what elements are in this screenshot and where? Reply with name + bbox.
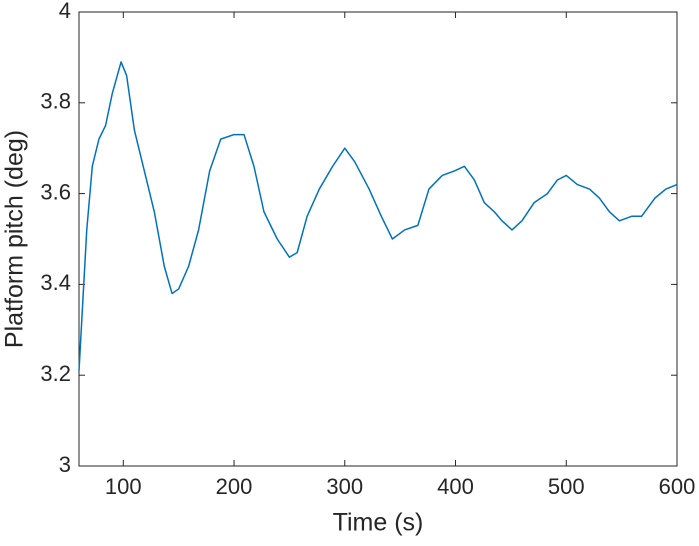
y-tick-label: 3.6 (40, 179, 71, 204)
y-tick-label: 3.8 (40, 89, 71, 114)
y-tick-label: 3 (59, 452, 71, 477)
y-tick-label: 3.4 (40, 270, 71, 295)
x-tick-label: 600 (659, 474, 696, 499)
x-axis-label: Time (s) (333, 509, 424, 537)
x-tick-label: 300 (326, 474, 363, 499)
y-tick-label: 3.2 (40, 361, 71, 386)
x-tick-label: 400 (437, 474, 474, 499)
y-axis-label: Platform pitch (deg) (1, 130, 29, 348)
plot-frame (78, 11, 678, 467)
x-tick-label: 200 (216, 474, 253, 499)
y-tick-label: 4 (59, 0, 71, 23)
x-tick-label: 100 (105, 474, 142, 499)
x-tick-label: 500 (548, 474, 585, 499)
data-line (78, 61, 678, 371)
